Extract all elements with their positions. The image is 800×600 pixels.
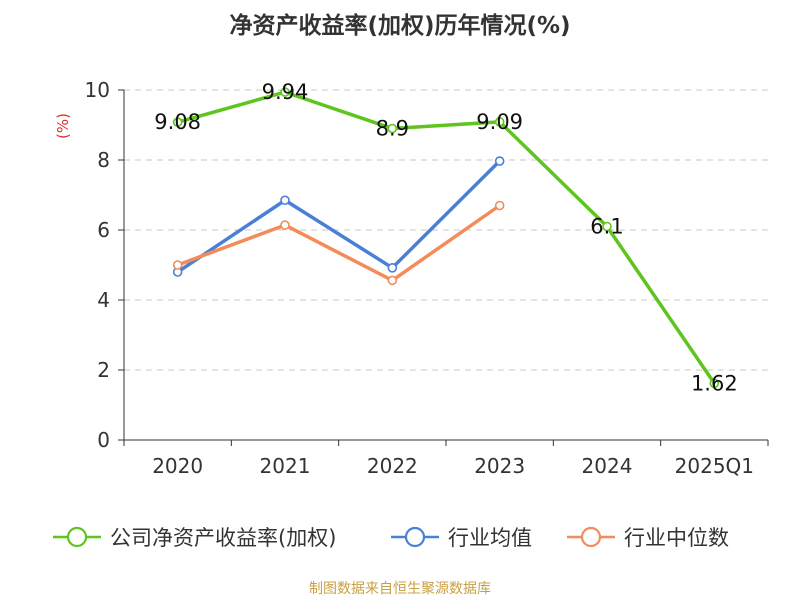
legend-swatch-icon	[391, 526, 439, 548]
legend-label: 行业均值	[448, 526, 532, 550]
y-tick-label: 6	[97, 218, 110, 242]
data-label: 8.9	[376, 117, 409, 141]
series-layer	[172, 87, 720, 389]
legend-item-0[interactable]: 公司净资产收益率(加权)	[52, 520, 336, 554]
data-point	[602, 221, 612, 232]
data-point	[494, 117, 505, 127]
y-axis-label: (%)	[54, 113, 72, 139]
axis-layer: 0 2 4 6 8 10 2020 2021 2022 2023 2024 2025Q1	[85, 78, 769, 478]
data-point	[494, 200, 505, 211]
data-point	[387, 275, 398, 286]
data-label: 9.09	[476, 110, 523, 134]
x-tick-label: 2025Q1	[675, 454, 754, 478]
y-tick-label: 0	[97, 428, 110, 452]
series-line-0	[177, 90, 716, 385]
data-point	[280, 220, 290, 230]
legend-item-2[interactable]: 行业中位数	[566, 520, 729, 554]
data-point	[387, 262, 398, 273]
data-point	[280, 195, 290, 206]
series-line-1	[176, 159, 501, 274]
y-tick-label: 10	[85, 78, 110, 102]
chart-legend: 公司净资产收益率(加权) 行业均值 行业中位数	[0, 520, 800, 554]
legend-swatch-icon	[53, 526, 101, 548]
data-label: 9.94	[262, 80, 309, 104]
y-tick-label: 2	[97, 358, 110, 382]
legend-label: 公司净资产收益率(加权)	[110, 526, 337, 550]
series-line-2	[177, 204, 501, 283]
data-point	[709, 378, 720, 389]
data-point	[172, 117, 183, 127]
y-tick-label: 4	[97, 288, 110, 312]
data-point	[387, 123, 398, 134]
x-tick-label: 2024	[582, 454, 633, 478]
label-layer: 9.08 9.94 8.9 9.09 6.1 1.62	[154, 80, 737, 395]
x-tick-label: 2021	[260, 454, 311, 478]
legend-label: 行业中位数	[624, 526, 729, 550]
source-note: 制图数据来自恒生聚源数据库	[309, 581, 491, 597]
data-label: 6.1	[590, 215, 623, 239]
data-label: 1.62	[691, 371, 738, 395]
x-tick-label: 2023	[474, 454, 525, 478]
legend-item-1[interactable]: 行业均值	[390, 520, 532, 554]
y-tick-label: 8	[97, 148, 110, 172]
legend-swatch-icon	[567, 526, 615, 548]
x-tick-label: 2022	[367, 454, 418, 478]
data-label: 9.08	[154, 110, 201, 134]
data-point	[172, 260, 183, 270]
x-tick-label: 2020	[152, 454, 203, 478]
data-point	[280, 87, 290, 97]
data-point	[494, 156, 505, 166]
grid-layer	[124, 89, 768, 371]
chart-title: 净资产收益率(加权)历年情况(%)	[229, 13, 571, 39]
